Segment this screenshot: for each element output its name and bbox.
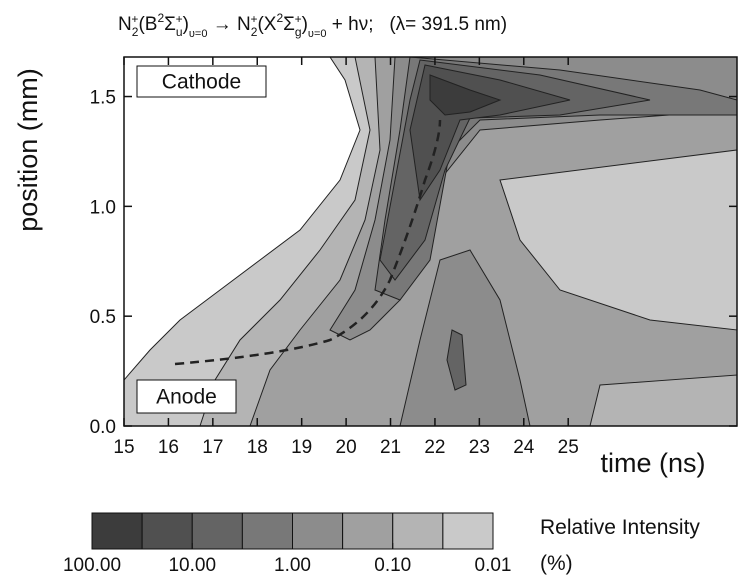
colorbar-cell [91, 512, 143, 550]
x-tick-label: 24 [513, 437, 535, 458]
title-part: + [250, 12, 257, 26]
x-tick-label: 18 [247, 437, 268, 458]
colorbar-cell [392, 512, 444, 550]
title-part: 2 [132, 25, 139, 39]
colorbar-cell [141, 512, 193, 550]
colorbar-tick-label: 100.00 [63, 555, 121, 576]
y-tick-label: 0.5 [90, 307, 116, 328]
title-part: (X [257, 14, 276, 35]
y-tick-label: 0.0 [90, 417, 116, 438]
colorbar-cell [292, 512, 344, 550]
x-tick-label: 19 [291, 437, 312, 458]
x-tick-label: 22 [424, 437, 445, 458]
x-tick-label: 21 [380, 437, 401, 458]
annotation: Anode [156, 386, 217, 409]
colorbar-tick-label: 10.00 [168, 555, 216, 576]
chart-title: N2+(B2Σu+)υ=0 → N2+(X2Σg+)υ=0 + hν; (λ= … [118, 11, 507, 40]
colorbar-tick-label: 0.10 [374, 555, 411, 576]
title-part: → N [207, 14, 250, 35]
title-part: 2 [276, 11, 283, 25]
contour-band [446, 329, 467, 391]
y-tick-label: 1.0 [90, 197, 116, 218]
contour-band [399, 249, 531, 427]
title-part: Σ [164, 14, 176, 35]
title-part: + hν; (λ= 391.5 nm) [326, 14, 507, 35]
title-part: 2 [157, 11, 164, 25]
plot-area [123, 56, 738, 427]
annotation: Cathode [162, 71, 241, 94]
x-axis-label: time (ns) [600, 448, 705, 478]
title-part: ) [183, 14, 189, 35]
title-part: + [295, 12, 302, 26]
x-tick-label: 20 [336, 437, 357, 458]
title-part: υ=0 [189, 28, 208, 40]
annotation-box [136, 379, 237, 414]
title-part: + [131, 12, 138, 26]
colorbar-label: Relative Intensity [540, 516, 700, 539]
x-tick-label: 25 [558, 437, 579, 458]
colorbar-tick-label: 0.01 [475, 555, 512, 576]
title-part: υ=0 [308, 28, 327, 40]
colorbar-tick-label: 1.00 [274, 555, 311, 576]
title-part: ) [302, 14, 308, 35]
x-tick-label: 15 [113, 437, 134, 458]
x-tick-label: 16 [158, 437, 179, 458]
title-part: (B [138, 14, 157, 35]
colorbar-cell [241, 512, 293, 550]
title-part: N [118, 14, 132, 35]
plot-frame [123, 56, 738, 427]
annotation-box [136, 65, 267, 98]
title-part: + [176, 12, 183, 26]
title-part: u [176, 25, 183, 39]
y-axis-label: position (mm) [13, 68, 43, 232]
title-part: g [295, 25, 302, 39]
colorbar-cell [191, 512, 243, 550]
title-part: 2 [251, 25, 258, 39]
colorbar-cell [442, 512, 494, 550]
colorbar-cell [342, 512, 394, 550]
title-part: Σ [283, 14, 295, 35]
y-tick-label: 1.5 [90, 88, 116, 109]
contour-band [429, 74, 502, 116]
colorbar-label: (%) [540, 552, 573, 575]
x-tick-label: 17 [202, 437, 223, 458]
x-tick-label: 23 [469, 437, 490, 458]
